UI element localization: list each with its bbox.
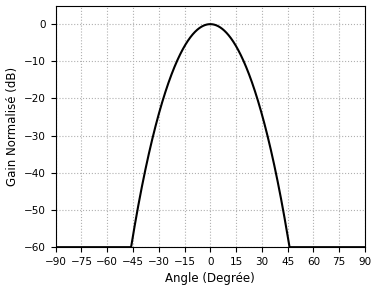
X-axis label: Angle (Degrée): Angle (Degrée)	[166, 272, 255, 285]
Y-axis label: Gain Normalisé (dB): Gain Normalisé (dB)	[6, 67, 18, 186]
